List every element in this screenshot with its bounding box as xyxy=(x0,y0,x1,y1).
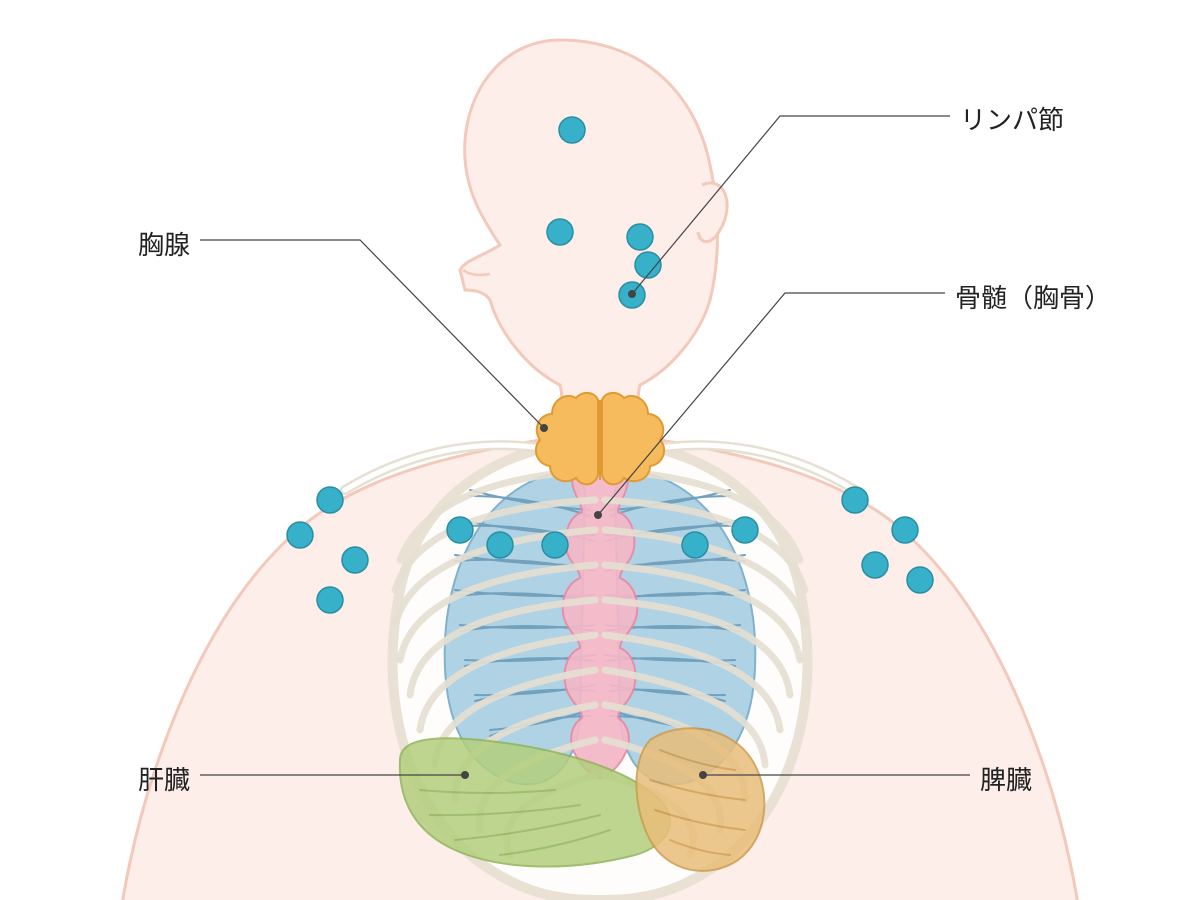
lymph-node-dot xyxy=(317,587,343,613)
label-lymph-node: リンパ節 xyxy=(960,100,1064,137)
lymph-node-dot xyxy=(547,219,573,245)
leader-dot-thymus xyxy=(540,424,548,432)
lymph-node-dot xyxy=(907,567,933,593)
lymph-node-dot xyxy=(842,487,868,513)
lymph-node-dot xyxy=(627,224,653,250)
ear xyxy=(698,183,727,241)
label-bone-marrow: 骨髄（胸骨） xyxy=(955,278,1111,315)
label-liver: 肝臓 xyxy=(138,760,190,797)
leader-dot-bone_marrow xyxy=(594,511,602,519)
leader-dot-spleen xyxy=(699,771,707,779)
spleen xyxy=(636,728,764,871)
label-spleen: 脾臓 xyxy=(980,760,1032,797)
lymph-node-dot xyxy=(732,517,758,543)
lymph-node-dot xyxy=(542,532,568,558)
lymph-node-dot xyxy=(447,517,473,543)
lymph-node-dot xyxy=(342,547,368,573)
thymus xyxy=(536,393,664,484)
lymph-node-dot xyxy=(559,117,585,143)
lymph-node-dot xyxy=(487,532,513,558)
lymph-node-dot xyxy=(682,532,708,558)
lymph-node-dot xyxy=(287,522,313,548)
lymph-node-dot xyxy=(892,517,918,543)
leader-dot-lymph_node xyxy=(628,290,636,298)
lymph-node-dot xyxy=(317,487,343,513)
leader-dot-liver xyxy=(461,771,469,779)
lymph-node-dot xyxy=(862,552,888,578)
label-thymus: 胸腺 xyxy=(138,225,190,262)
anatomy-diagram: リンパ節 胸腺 骨髄（胸骨） 肝臓 脾臓 xyxy=(0,0,1200,900)
